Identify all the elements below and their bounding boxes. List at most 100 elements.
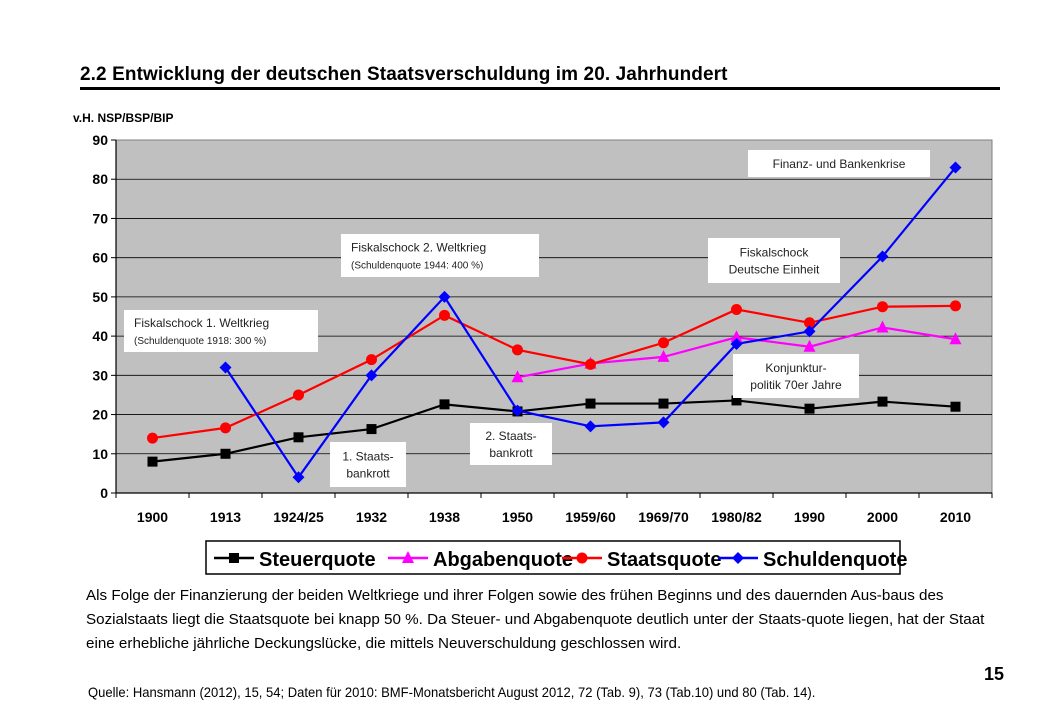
schuldenquote-point bbox=[803, 325, 816, 338]
annotation-background bbox=[708, 238, 840, 283]
abgabenquote-point bbox=[949, 332, 962, 345]
annotation-background bbox=[330, 442, 406, 487]
legend-abgabenquote-label: Abgabenquote bbox=[433, 549, 573, 571]
y-axis-unit-label: v.H. NSP/BSP/BIP bbox=[73, 111, 174, 125]
legend-staatsquote-label: Staatsquote bbox=[607, 549, 721, 571]
annotation-box: 1. Staats-bankrott bbox=[330, 442, 406, 487]
annotation-text: Fiskalschock 2. Weltkrieg bbox=[351, 241, 486, 255]
staatsquote-point bbox=[877, 301, 888, 313]
annotation-text: bankrott bbox=[346, 467, 390, 481]
annotation-box: Fiskalschock 2. Weltkrieg (Schuldenquote … bbox=[341, 234, 539, 277]
schuldenquote-point bbox=[730, 337, 743, 350]
annotation-text: Finanz- und Bankenkrise bbox=[773, 157, 906, 171]
steuerquote-point bbox=[147, 456, 158, 467]
staatsquote-point bbox=[512, 344, 523, 356]
steuerquote-point bbox=[366, 424, 377, 435]
x-tick-label: 1959/60 bbox=[565, 509, 616, 525]
x-tick-label: 2010 bbox=[940, 509, 971, 525]
steuerquote-line bbox=[152, 399, 956, 463]
legend-box bbox=[205, 540, 901, 575]
page-title: 2.2 Entwicklung der deutschen Staatsvers… bbox=[80, 64, 728, 85]
annotation-text: Fiskalschock 1. Weltkrieg bbox=[134, 316, 269, 330]
x-tick-label: 1924/25 bbox=[273, 509, 324, 525]
page-number: 15 bbox=[984, 664, 1005, 684]
staatsquote-point bbox=[585, 358, 596, 370]
y-tick-label: 90 bbox=[92, 132, 108, 148]
annotation-background bbox=[470, 423, 552, 465]
legend-steuerquote-marker bbox=[229, 553, 239, 563]
steuerquote-point bbox=[731, 395, 742, 406]
annotation-text: 2. Staats- bbox=[485, 429, 536, 443]
staatsquote-point bbox=[950, 300, 961, 312]
y-tick-label: 40 bbox=[92, 328, 108, 344]
steuerquote-point bbox=[585, 398, 596, 409]
abgabenquote-point bbox=[876, 320, 889, 333]
annotation-box: Fiskalschock Deutsche Einheit bbox=[708, 238, 840, 283]
staatsquote-point bbox=[220, 422, 231, 434]
legend-steuerquote-label: Steuerquote bbox=[259, 549, 376, 571]
annotation-background bbox=[748, 150, 930, 177]
abgabenquote-point bbox=[730, 330, 743, 343]
annotation-box: Finanz- und Bankenkrise bbox=[748, 150, 930, 177]
abgabenquote-point bbox=[803, 339, 816, 352]
schuldenquote-point bbox=[876, 250, 889, 263]
staatsquote-point bbox=[293, 389, 304, 401]
annotation-text: (Schuldenquote 1944: 400 %) bbox=[351, 261, 483, 272]
y-tick-label: 60 bbox=[92, 250, 108, 266]
y-tick-label: 50 bbox=[92, 289, 108, 305]
abgabenquote-point bbox=[657, 349, 670, 362]
x-tick-label: 1990 bbox=[794, 509, 825, 525]
annotation-text: (Schuldenquote 1918: 300 %) bbox=[134, 336, 266, 347]
annotation-background bbox=[341, 234, 539, 277]
x-tick-label: 1969/70 bbox=[638, 509, 689, 525]
schuldenquote-point bbox=[584, 420, 597, 433]
annotation-background bbox=[124, 310, 318, 352]
schuldenquote-point bbox=[949, 161, 962, 174]
legend-abgabenquote-marker bbox=[402, 551, 414, 563]
staatsquote-point bbox=[147, 432, 158, 444]
x-tick-label: 1932 bbox=[356, 509, 387, 525]
annotation-text: Fiskalschock bbox=[740, 246, 810, 260]
staatsquote-point bbox=[439, 309, 450, 321]
annotation-text: bankrott bbox=[489, 446, 533, 460]
staatsquote-point bbox=[804, 317, 815, 329]
legend-schuldenquote-marker bbox=[732, 552, 744, 564]
line-chart: 0 10 20 30 40 50 60 70 80 90 1900 1913 1924/25 1932 19… bbox=[92, 132, 993, 575]
annotation-text: 1. Staats- bbox=[342, 450, 393, 464]
y-tick-label: 80 bbox=[92, 171, 108, 187]
source-citation: Quelle: Hansmann (2012), 15, 54; Daten f… bbox=[88, 684, 816, 700]
x-tick-label: 1980/82 bbox=[711, 509, 762, 525]
x-tick-label: 1913 bbox=[210, 509, 241, 525]
steuerquote-point bbox=[950, 401, 961, 412]
y-tick-label: 70 bbox=[92, 210, 108, 226]
annotation-box: Fiskalschock 1. Weltkrieg (Schuldenquote … bbox=[124, 310, 318, 352]
schuldenquote-point bbox=[657, 416, 670, 429]
y-tick-label: 30 bbox=[92, 367, 108, 383]
x-tick-label: 1938 bbox=[429, 509, 460, 525]
annotation-text: politik 70er Jahre bbox=[750, 378, 842, 392]
legend-schuldenquote-label: Schuldenquote bbox=[763, 549, 907, 571]
y-tick-label: 0 bbox=[100, 485, 108, 501]
steuerquote-point bbox=[804, 403, 815, 414]
steuerquote-point bbox=[439, 399, 450, 410]
schuldenquote-point bbox=[511, 404, 524, 417]
y-tick-label: 10 bbox=[92, 446, 108, 462]
legend-staatsquote-marker bbox=[576, 552, 588, 564]
abgabenquote-point bbox=[511, 370, 524, 383]
x-tick-label: 2000 bbox=[867, 509, 898, 525]
steuerquote-point bbox=[293, 432, 304, 443]
schuldenquote-point bbox=[292, 471, 305, 484]
annotation-text: Konjunktur- bbox=[765, 361, 826, 375]
x-tick-label: 1900 bbox=[137, 509, 168, 525]
schuldenquote-point bbox=[219, 361, 232, 374]
y-tick-label: 20 bbox=[92, 407, 108, 423]
staatsquote-point bbox=[366, 354, 377, 366]
staatsquote-point bbox=[731, 303, 742, 315]
annotation-text: Deutsche Einheit bbox=[729, 263, 820, 277]
annotation-background bbox=[733, 354, 859, 398]
title-underline bbox=[80, 87, 1000, 90]
schuldenquote-point bbox=[438, 290, 451, 303]
steuerquote-point bbox=[658, 398, 669, 409]
schuldenquote-point bbox=[365, 369, 378, 382]
staatsquote-point bbox=[658, 337, 669, 349]
